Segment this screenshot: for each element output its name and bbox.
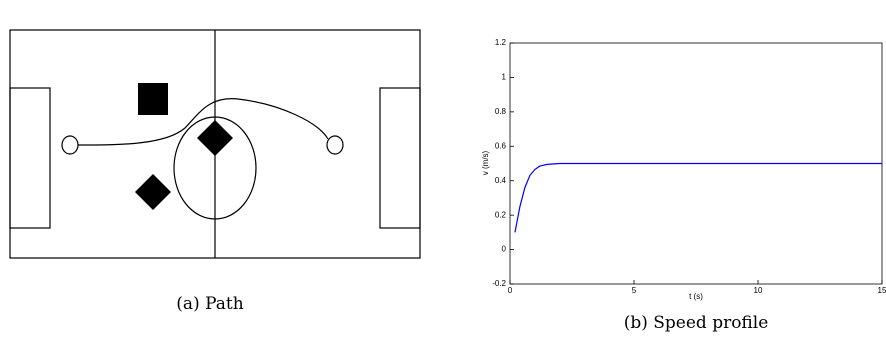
x-axis-label: t (s): [689, 292, 703, 301]
y-tick-label: 0.2: [495, 210, 507, 219]
field-diagram: [9, 29, 421, 259]
obstacle: [197, 120, 233, 156]
y-tick-label: 0.8: [495, 107, 507, 116]
speed-line: [514, 162, 882, 233]
y-tick-label: 1: [502, 73, 507, 82]
right-box: [379, 87, 421, 229]
start: [61, 135, 79, 155]
y-tick-label: 1.2: [495, 38, 507, 47]
left-box: [9, 87, 51, 229]
obstacle: [138, 83, 168, 115]
x-tick-label: 15: [878, 286, 886, 295]
y-tick-label: 0: [502, 245, 507, 254]
x-tick-label: 0: [508, 286, 513, 295]
y-tick-label: -0.2: [492, 279, 506, 288]
y-tick-label: 0.4: [495, 176, 507, 185]
x-tick-label: 10: [754, 286, 763, 295]
x-tick-label: 5: [632, 286, 637, 295]
path: [77, 98, 329, 146]
obstacle: [135, 174, 171, 210]
caption: (b) Speed profile: [624, 313, 769, 333]
y-tick-label: 0.6: [495, 141, 507, 150]
caption: (a) Path: [176, 294, 243, 314]
goal: [326, 135, 344, 155]
center-circle: [173, 116, 257, 220]
y-axis-label: v (m/s): [481, 150, 490, 175]
